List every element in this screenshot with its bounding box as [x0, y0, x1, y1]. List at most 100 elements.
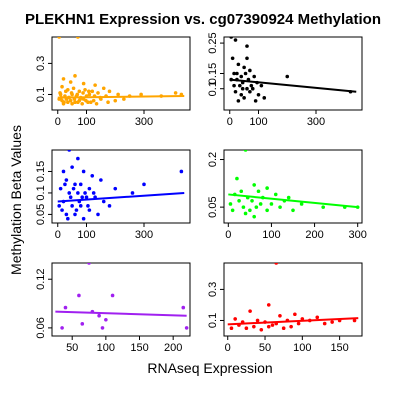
data-point	[321, 205, 325, 209]
data-point	[181, 305, 186, 310]
data-point	[256, 189, 261, 194]
data-point	[245, 44, 249, 48]
x-tick-label: 100	[97, 342, 115, 354]
data-point	[87, 92, 92, 97]
data-point	[116, 92, 120, 97]
data-point	[81, 91, 85, 95]
data-point	[60, 84, 64, 89]
data-point	[94, 101, 99, 106]
data-point	[91, 98, 96, 103]
y-axis-label: Methylation Beta Values	[8, 125, 24, 275]
data-point	[256, 92, 261, 97]
data-point	[286, 195, 291, 200]
data-point	[237, 198, 241, 203]
data-point	[80, 101, 84, 106]
data-point	[73, 100, 77, 105]
data-point	[64, 212, 69, 217]
data-point	[238, 83, 242, 88]
data-point	[113, 98, 118, 103]
data-point	[71, 186, 76, 191]
data-point	[101, 86, 106, 91]
data-point	[266, 303, 271, 307]
data-point	[236, 99, 241, 103]
panel-frame	[51, 36, 191, 111]
x-tick-label: 50	[66, 342, 78, 354]
panel-4: 0 100 200 300 0.05 0.2	[207, 149, 367, 241]
data-point	[249, 83, 254, 88]
data-point	[291, 208, 295, 213]
data-point	[253, 99, 258, 103]
data-point	[77, 89, 82, 94]
data-point	[248, 89, 252, 94]
panel-frame	[51, 149, 191, 224]
regression-line	[228, 193, 358, 209]
data-point	[87, 186, 92, 191]
x-tick-label: 100	[293, 342, 311, 354]
data-point	[322, 321, 327, 326]
x-tick-label: 0	[225, 342, 231, 354]
x-tick-label: 0	[55, 116, 61, 128]
data-point	[96, 212, 100, 217]
data-point	[81, 216, 86, 221]
data-point	[265, 208, 269, 213]
data-point	[107, 89, 112, 94]
data-point	[230, 208, 235, 213]
panel-5: 50 100 150 200 0.06 0.12	[35, 262, 191, 354]
data-point	[242, 96, 246, 100]
x-tick-label: 50	[259, 342, 271, 354]
y-tick-label: 0.3	[207, 282, 219, 297]
data-point	[262, 96, 267, 100]
data-point	[254, 205, 259, 209]
data-point	[73, 212, 77, 217]
data-point	[241, 205, 246, 209]
data-point	[81, 169, 86, 174]
data-point	[77, 293, 81, 298]
data-point	[83, 191, 87, 195]
data-point	[76, 37, 80, 39]
data-point	[107, 204, 112, 208]
data-point	[97, 313, 101, 318]
data-point	[67, 191, 72, 195]
data-point	[86, 204, 90, 208]
x-tick-label: 150	[330, 342, 348, 354]
y-tick-label: 0.05	[207, 196, 219, 217]
y-tick-label: 0.12	[35, 269, 47, 290]
data-point	[179, 169, 184, 174]
data-point	[84, 98, 88, 103]
data-point	[248, 309, 252, 313]
data-point	[87, 89, 91, 94]
data-point	[240, 86, 245, 91]
data-point	[243, 211, 248, 216]
data-point	[252, 183, 256, 187]
data-point	[122, 97, 126, 101]
x-tick-label: 100	[77, 116, 95, 128]
data-point	[68, 98, 73, 103]
x-tick-label: 300	[135, 229, 153, 241]
data-point	[62, 100, 66, 105]
data-point	[61, 77, 66, 81]
data-point	[58, 91, 62, 95]
data-point	[67, 150, 72, 152]
x-tick-label: 100	[262, 229, 280, 241]
data-point	[96, 91, 100, 95]
data-point	[68, 80, 73, 84]
panel-1: 0 100 300 0.1 0.3	[35, 36, 191, 128]
data-point	[245, 56, 249, 61]
x-tick-label: 300	[349, 229, 367, 241]
data-point	[259, 83, 264, 88]
data-point	[229, 37, 233, 39]
x-tick-label: 0	[225, 229, 231, 241]
data-point	[75, 92, 80, 97]
data-point	[184, 326, 189, 330]
points-group	[57, 37, 185, 106]
data-point	[273, 192, 278, 197]
data-point	[248, 208, 252, 213]
data-point	[78, 204, 83, 208]
data-point	[139, 92, 143, 97]
data-point	[104, 317, 108, 322]
data-point	[73, 182, 77, 187]
panel-2: 0 100 300 0.10.15 0.25	[207, 32, 363, 128]
data-point	[63, 182, 67, 187]
data-point	[110, 293, 115, 298]
panel-frame	[223, 149, 363, 224]
